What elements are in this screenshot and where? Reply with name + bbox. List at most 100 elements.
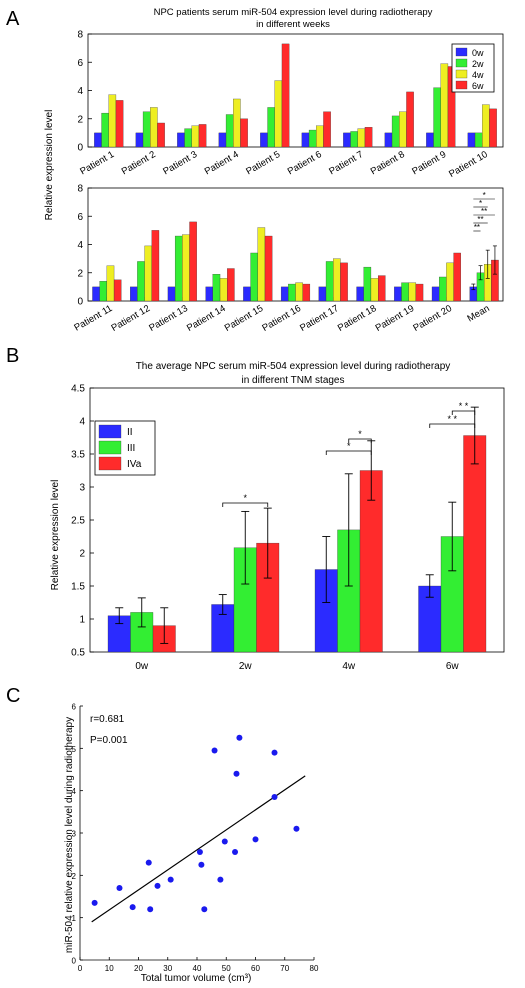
bar-4w <box>182 234 190 302</box>
x-category-label: Patient 20 <box>411 303 454 334</box>
mean-sig-label: * <box>483 191 486 200</box>
xtick-label: 30 <box>163 964 172 973</box>
bar-4w <box>219 278 228 302</box>
sig-bracket <box>222 502 269 507</box>
panel-a-title: NPC patients serum miR-504 expression le… <box>154 7 433 18</box>
scatter-point <box>116 885 123 892</box>
bar-4w <box>106 265 115 302</box>
panel-a0-ytick-label: 6 <box>77 58 83 69</box>
scatter-point <box>252 836 259 843</box>
panel-a-ylabel: Relative expression level <box>44 110 55 221</box>
bar-4w <box>399 111 407 148</box>
bar-0w <box>356 286 364 302</box>
bar-2w <box>363 266 372 302</box>
panel-b-ytick-label: 3.5 <box>71 450 85 461</box>
x-category-label: 6w <box>446 661 460 672</box>
x-category-label: Patient 17 <box>298 303 341 334</box>
bar-4w <box>440 63 449 148</box>
x-category-label: Mean <box>466 303 492 324</box>
x-category-label: Patient 11 <box>72 303 114 334</box>
bar-0w <box>167 286 176 302</box>
xtick-label: 80 <box>310 964 319 973</box>
x-category-label: Patient 4 <box>203 149 241 177</box>
ytick-label: 4 <box>72 787 77 796</box>
bar-0w <box>218 132 227 148</box>
panel-b-ytick-label: 2 <box>79 549 85 560</box>
legend-label-2w: 2w <box>472 59 484 69</box>
bar-6w <box>157 122 165 148</box>
panel-b-ytick-label: 4 <box>79 417 85 428</box>
x-category-label: Patient 7 <box>327 149 365 177</box>
bar-0w <box>343 132 351 148</box>
scatter-point <box>201 906 208 913</box>
scatter-point <box>196 849 203 856</box>
ytick-label: 6 <box>72 703 77 712</box>
bar-4w <box>357 128 366 148</box>
x-category-label: Patient 5 <box>244 149 282 177</box>
x-category-label: Patient 10 <box>447 149 490 180</box>
bar-2w <box>267 107 275 148</box>
bar-4w <box>274 80 283 148</box>
bar-0w <box>394 286 402 302</box>
sig-label: * <box>243 493 247 503</box>
bar-6w <box>378 275 386 302</box>
bar-2w <box>142 111 151 148</box>
panel-c-xlabel: Total tumor volume (cm³) <box>141 973 252 984</box>
legend-swatch-6w <box>455 80 468 90</box>
bar-IVa <box>463 435 487 653</box>
bar-0w <box>177 132 185 148</box>
xtick-label: 70 <box>280 964 289 973</box>
scatter-point <box>271 749 278 756</box>
bar-4w <box>144 245 152 302</box>
mean-sig-label: * <box>479 199 482 208</box>
panel-a0-ytick-label: 2 <box>77 114 83 125</box>
panel-a1-ytick-label: 6 <box>77 212 83 223</box>
bar-6w <box>189 221 197 302</box>
bar-2w <box>350 131 358 148</box>
x-category-label: 0w <box>135 661 149 672</box>
panel-b-bars: * * * * ** * <box>107 401 487 653</box>
panel-b-ytick-label: 1 <box>79 615 85 626</box>
legend-label-4w: 4w <box>472 70 484 80</box>
scatter-point <box>167 876 174 883</box>
ytick-label: 5 <box>72 745 77 754</box>
panel-b-ytick-label: 4.5 <box>71 384 85 395</box>
bar-2w <box>288 283 296 302</box>
bar-4w <box>191 125 200 148</box>
bar-6w <box>113 279 122 302</box>
x-category-label: Patient 18 <box>336 303 379 334</box>
bar-0w <box>318 286 327 302</box>
scatter-point <box>221 838 228 845</box>
bar-2w <box>184 128 192 148</box>
scatter-point <box>145 859 152 866</box>
bar-2w <box>474 132 483 148</box>
bar-0w <box>92 286 100 302</box>
mean-sig-label: ** <box>474 223 480 232</box>
x-category-label: Patient 15 <box>223 303 266 334</box>
legend-swatch-IVa <box>98 456 122 471</box>
panel-c-p-annotation: P=0.001 <box>90 735 128 746</box>
scatter-point <box>236 734 243 741</box>
panel-c-points <box>91 734 306 923</box>
xtick-label: 0 <box>78 964 83 973</box>
x-category-label: Patient 16 <box>260 303 303 334</box>
bar-6w <box>406 91 414 148</box>
sig-label: * <box>358 429 362 439</box>
bar-6w <box>198 124 207 148</box>
bar-4w <box>295 282 303 302</box>
bar-0w <box>280 286 289 302</box>
xtick-label: 20 <box>134 964 143 973</box>
panel-a1-ytick-label: 8 <box>77 184 83 195</box>
x-category-label: Patient 6 <box>286 149 324 177</box>
sig-bracket <box>429 423 476 428</box>
bar-4w <box>150 107 158 148</box>
scatter-point <box>211 747 218 754</box>
bar-2w <box>99 281 108 302</box>
bar-4w <box>333 258 341 302</box>
legend-label-6w: 6w <box>472 81 484 91</box>
bar-0w <box>205 286 213 302</box>
scatter-point <box>293 825 300 832</box>
